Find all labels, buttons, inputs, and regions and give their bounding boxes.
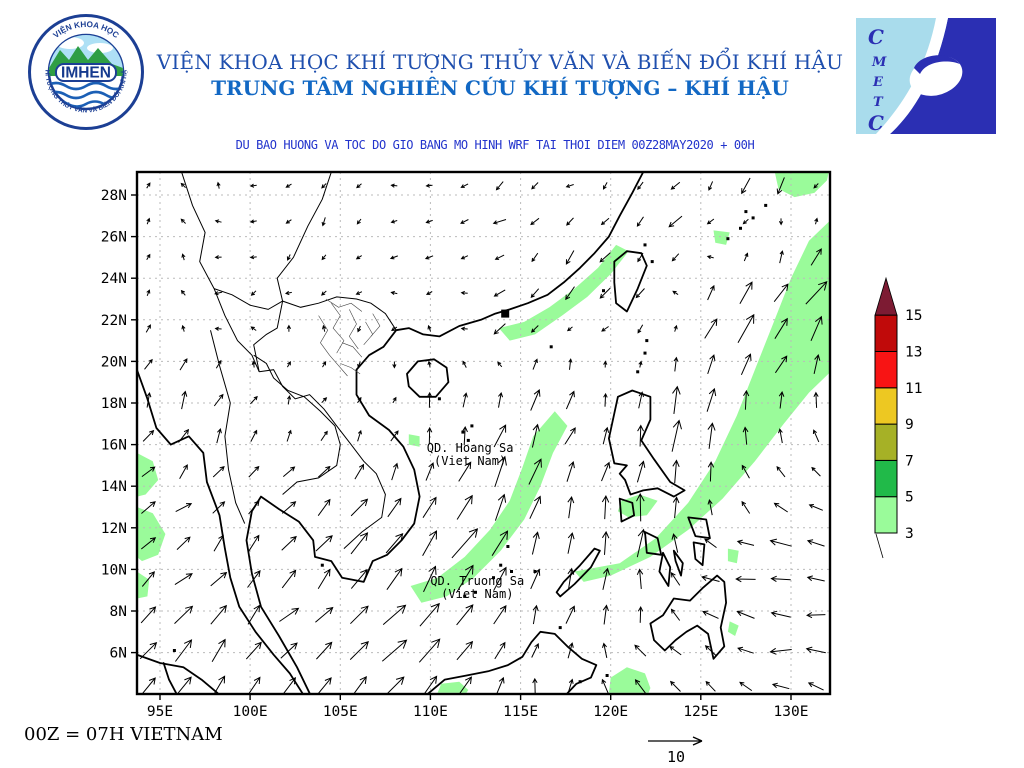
coastlines	[137, 172, 727, 694]
svg-text:105E: 105E	[323, 704, 358, 720]
svg-text:120E: 120E	[593, 704, 628, 720]
reference-vector-label: 10	[666, 748, 686, 766]
svg-text:(Viet Nam): (Viet Nam)	[434, 454, 506, 468]
map-subtitle: DU BAO HUONG VA TOC DO GIO BANG MO HINH …	[235, 138, 755, 152]
svg-text:10N: 10N	[101, 562, 127, 578]
svg-text:26N: 26N	[101, 230, 127, 246]
timezone-note: 00Z = 07H VIETNAM	[24, 724, 223, 745]
svg-text:QD. Truong Sa: QD. Truong Sa	[430, 574, 524, 588]
map-frame	[135, 170, 832, 696]
imhen-text: IMHEN	[61, 65, 111, 82]
svg-text:95E: 95E	[147, 704, 173, 720]
island-dots	[172, 203, 768, 684]
svg-text:QD. Hoang Sa: QD. Hoang Sa	[427, 441, 514, 455]
country-borders	[181, 172, 397, 549]
svg-text:16N: 16N	[101, 438, 127, 454]
svg-text:28N: 28N	[101, 188, 127, 204]
station-marker	[501, 309, 510, 318]
institute-title: VIỆN KHOA HỌC KHÍ TƯỢNG THỦY VĂN VÀ BIẾN…	[156, 50, 844, 74]
svg-text:100E: 100E	[233, 704, 268, 720]
wind-vectors	[139, 177, 828, 694]
place-labels: QD. Hoang Sa(Viet Nam)QD. Truong Sa(Viet…	[427, 441, 525, 601]
axis-labels: 95E 100E 105E 110E 115E 120E 125E 130E 28N 26N 24N…	[101, 188, 809, 720]
svg-text:115E: 115E	[503, 704, 538, 720]
svg-text:13: 13	[905, 345, 922, 361]
cmetc-letters: C M E T C	[868, 25, 887, 134]
svg-text:24N: 24N	[101, 271, 127, 287]
svg-text:6N: 6N	[110, 646, 127, 662]
cmetc-logo-svg: C M E T C	[856, 18, 996, 134]
imhen-logo: IMHEN VIỆN KHOA HỌC KHÍ TƯỢNG THỦY VĂN V…	[20, 6, 152, 138]
graticule	[137, 172, 830, 694]
svg-text:130E: 130E	[774, 704, 809, 720]
svg-text:9: 9	[905, 417, 914, 433]
shaded-wind-regions	[137, 172, 830, 693]
svg-text:11: 11	[905, 381, 922, 397]
province-borders	[318, 298, 381, 377]
svg-text:22N: 22N	[101, 313, 127, 329]
svg-text:T: T	[873, 95, 884, 110]
svg-text:3: 3	[905, 526, 914, 542]
svg-text:12N: 12N	[101, 521, 127, 537]
svg-text:15: 15	[905, 308, 922, 324]
svg-text:125E: 125E	[683, 704, 718, 720]
svg-text:110E: 110E	[413, 704, 448, 720]
svg-text:C: C	[868, 25, 884, 49]
center-title: TRUNG TÂM NGHIÊN CỨU KHÍ TƯỢNG – KHÍ HẬU	[211, 76, 789, 100]
svg-text:E: E	[872, 75, 884, 90]
svg-text:18N: 18N	[101, 396, 127, 412]
svg-text:(Viet Nam): (Viet Nam)	[441, 587, 513, 601]
reference-vector-arrow	[648, 736, 703, 746]
cmetc-logo: C M E T C	[856, 18, 996, 134]
svg-text:7: 7	[905, 453, 914, 469]
svg-text:5: 5	[905, 490, 914, 506]
imhen-logo-svg: IMHEN VIỆN KHOA HỌC KHÍ TƯỢNG THỦY VĂN V…	[20, 6, 144, 130]
svg-text:M: M	[871, 55, 887, 70]
svg-text:8N: 8N	[110, 604, 127, 620]
svg-text:14N: 14N	[101, 479, 127, 495]
svg-text:C: C	[868, 111, 884, 134]
svg-text:20N: 20N	[101, 354, 127, 370]
colorbar: 3 5 7 9 11 13 15	[874, 276, 922, 559]
axis-ticks	[131, 194, 792, 700]
